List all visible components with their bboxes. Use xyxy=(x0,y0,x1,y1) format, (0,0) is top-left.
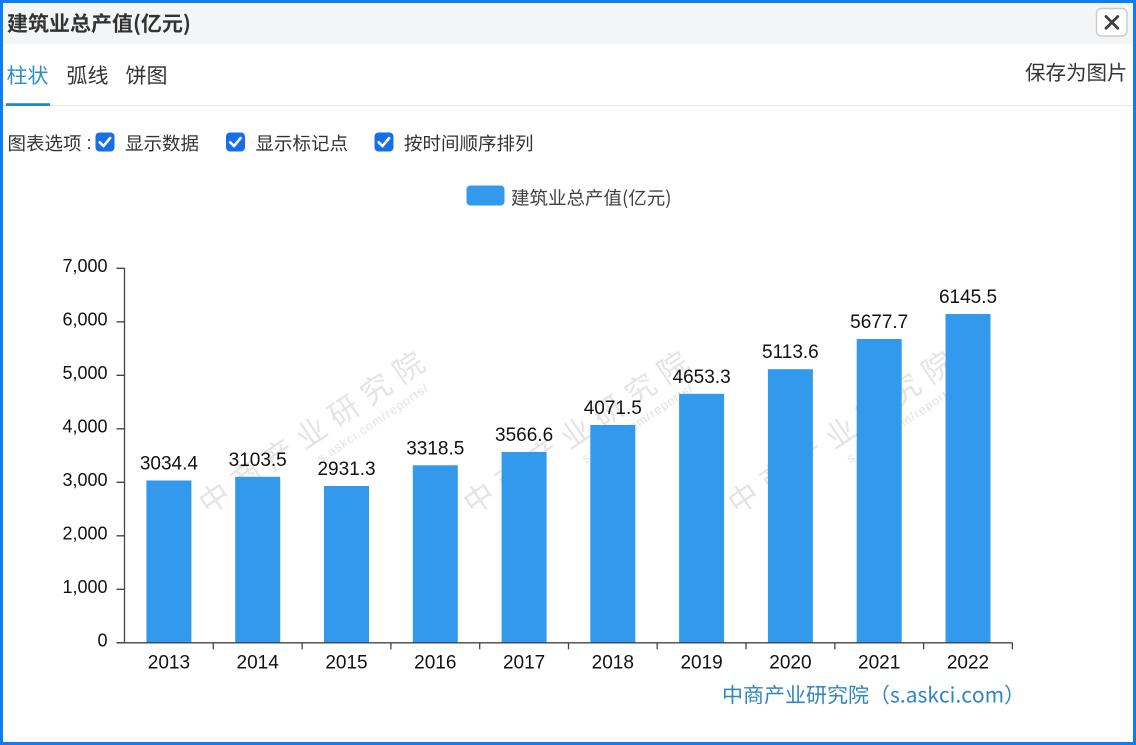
svg-text:2931.3: 2931.3 xyxy=(317,459,375,480)
svg-text:2016: 2016 xyxy=(414,653,456,674)
svg-text:2020: 2020 xyxy=(769,653,811,674)
svg-text:3,000: 3,000 xyxy=(62,470,107,490)
svg-text:2018: 2018 xyxy=(592,653,634,674)
svg-text:2014: 2014 xyxy=(237,653,280,674)
svg-text:2017: 2017 xyxy=(503,653,545,674)
svg-text:3103.5: 3103.5 xyxy=(229,450,287,471)
svg-text:2013: 2013 xyxy=(148,653,190,674)
svg-text:3318.5: 3318.5 xyxy=(406,438,464,459)
svg-text:4071.5: 4071.5 xyxy=(584,398,642,419)
svg-text:5,000: 5,000 xyxy=(62,363,107,383)
svg-text:4653.3: 4653.3 xyxy=(673,367,731,388)
svg-text:5113.6: 5113.6 xyxy=(762,342,819,363)
svg-text::: : xyxy=(87,132,92,153)
svg-text:2019: 2019 xyxy=(680,653,722,674)
svg-text:6145.5: 6145.5 xyxy=(939,287,997,308)
svg-text:2022: 2022 xyxy=(947,653,989,674)
svg-text:2,000: 2,000 xyxy=(62,524,107,544)
svg-text:7,000: 7,000 xyxy=(62,256,107,276)
svg-text:5677.7: 5677.7 xyxy=(850,312,908,333)
svg-text:2015: 2015 xyxy=(325,653,367,674)
svg-text:0: 0 xyxy=(97,631,107,651)
svg-text:4,000: 4,000 xyxy=(62,417,107,437)
svg-text:3566.6: 3566.6 xyxy=(495,425,553,446)
svg-text:2021: 2021 xyxy=(858,653,900,674)
svg-text:1,000: 1,000 xyxy=(62,577,107,597)
svg-text:3034.4: 3034.4 xyxy=(140,454,199,475)
svg-text:6,000: 6,000 xyxy=(62,310,107,330)
